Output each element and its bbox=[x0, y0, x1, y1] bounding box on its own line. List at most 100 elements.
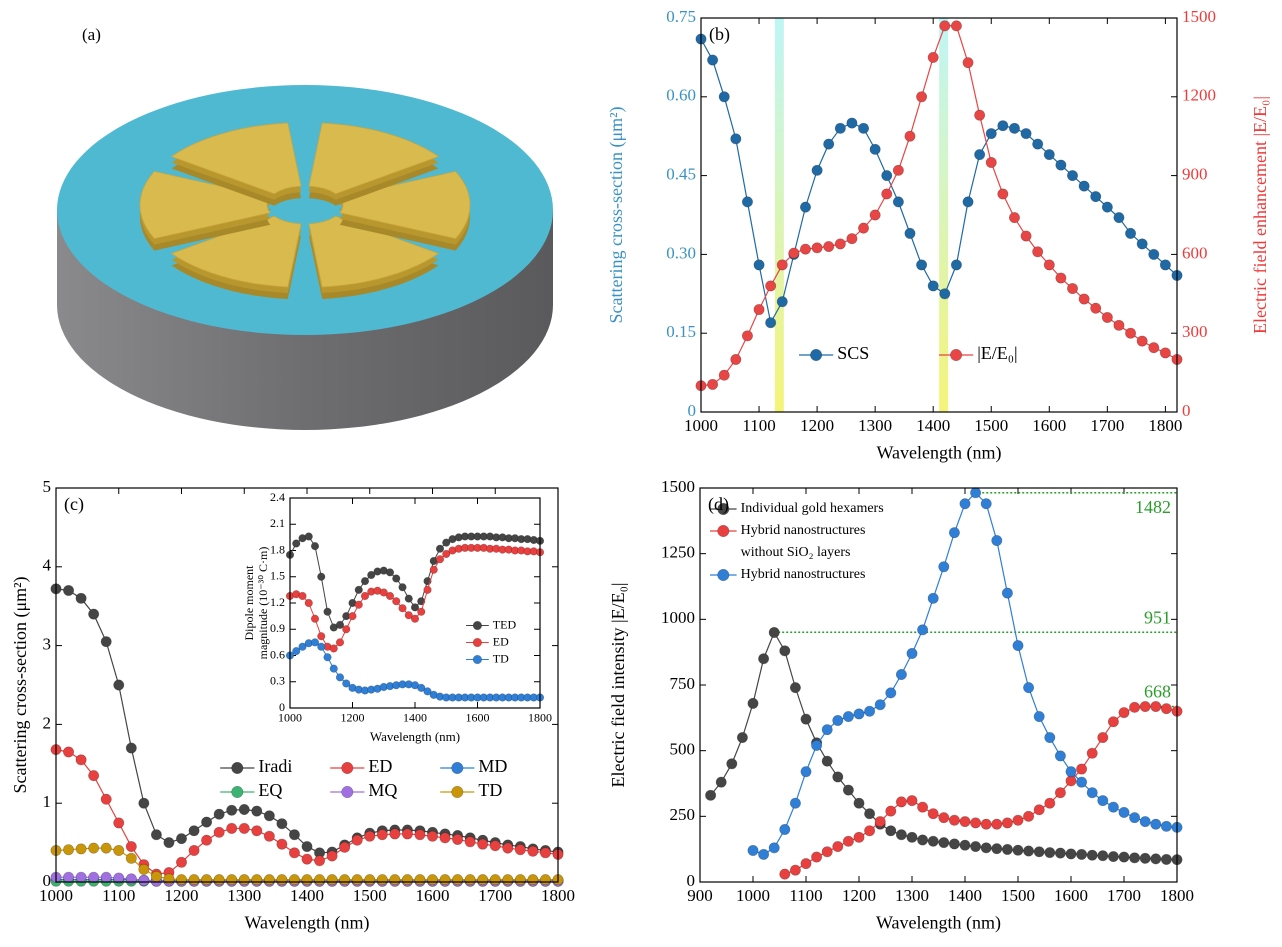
data-point bbox=[390, 874, 400, 884]
data-point bbox=[742, 331, 752, 341]
y-tick-label: 0.45 bbox=[666, 165, 696, 184]
data-point bbox=[801, 714, 811, 724]
page: {"image_panel": {"label": "(a)"}, "chart… bbox=[0, 0, 1282, 947]
data-point bbox=[833, 841, 843, 851]
data-point bbox=[1087, 748, 1097, 758]
data-point bbox=[365, 831, 375, 841]
x-tick-label: 1200 bbox=[165, 886, 199, 905]
y-tick-label: 0.3 bbox=[270, 674, 285, 688]
data-point bbox=[1055, 751, 1065, 761]
data-point bbox=[981, 499, 991, 509]
data-point bbox=[436, 545, 444, 553]
data-point bbox=[452, 834, 462, 844]
data-point bbox=[970, 818, 980, 828]
data-point bbox=[311, 615, 319, 623]
y-tick-label: 1500 bbox=[661, 477, 695, 496]
data-point bbox=[963, 57, 973, 67]
data-point bbox=[864, 706, 874, 716]
data-point bbox=[239, 804, 249, 814]
data-point bbox=[765, 317, 775, 327]
data-point bbox=[992, 843, 1002, 853]
data-point bbox=[1079, 294, 1089, 304]
y-tick-label: 2.1 bbox=[270, 516, 285, 530]
data-point bbox=[302, 854, 312, 864]
data-point bbox=[1087, 850, 1097, 860]
data-point bbox=[227, 823, 237, 833]
x-tick-label: 1800 bbox=[1148, 416, 1182, 435]
data-point bbox=[427, 831, 437, 841]
data-point bbox=[1140, 853, 1150, 863]
data-point bbox=[440, 874, 450, 884]
data-point bbox=[905, 228, 915, 238]
data-point bbox=[101, 872, 111, 882]
data-point bbox=[139, 864, 149, 874]
data-point bbox=[126, 853, 136, 863]
data-point bbox=[324, 653, 332, 661]
data-point bbox=[886, 826, 896, 836]
data-point bbox=[780, 869, 790, 879]
data-point bbox=[1149, 249, 1159, 259]
data-point bbox=[299, 592, 307, 600]
legend-label: TD bbox=[478, 780, 502, 800]
legend-symbol bbox=[473, 621, 482, 630]
data-point bbox=[858, 123, 868, 133]
data-point bbox=[151, 871, 161, 881]
data-point bbox=[314, 874, 324, 884]
data-point bbox=[940, 289, 950, 299]
data-point bbox=[1161, 703, 1171, 713]
data-point bbox=[415, 874, 425, 884]
substrate-top bbox=[57, 85, 553, 335]
data-point bbox=[916, 260, 926, 270]
data-point bbox=[822, 756, 832, 766]
data-point bbox=[896, 669, 906, 679]
legend-symbol bbox=[810, 349, 821, 360]
data-point bbox=[951, 260, 961, 270]
data-point bbox=[833, 772, 843, 782]
data-point bbox=[478, 874, 488, 884]
data-point bbox=[330, 665, 338, 673]
data-point bbox=[1032, 139, 1042, 149]
data-point bbox=[812, 165, 822, 175]
x-tick-label: 1800 bbox=[1160, 886, 1194, 905]
data-point bbox=[101, 636, 111, 646]
data-point bbox=[88, 609, 98, 619]
data-point bbox=[719, 92, 729, 102]
data-point bbox=[336, 639, 344, 647]
data-point bbox=[1108, 851, 1118, 861]
data-point bbox=[854, 798, 864, 808]
data-point bbox=[742, 197, 752, 207]
data-point bbox=[960, 840, 970, 850]
data-point bbox=[189, 874, 199, 884]
data-point bbox=[176, 833, 186, 843]
data-point bbox=[939, 812, 949, 822]
data-point bbox=[1160, 348, 1170, 358]
data-point bbox=[1009, 212, 1019, 222]
y2-tick-label: 600 bbox=[1182, 243, 1208, 262]
data-point bbox=[800, 244, 810, 254]
data-point bbox=[843, 785, 853, 795]
y-tick-label: 1 bbox=[43, 792, 52, 811]
data-point bbox=[361, 577, 369, 585]
data-point bbox=[1098, 732, 1108, 742]
data-point bbox=[882, 189, 892, 199]
data-point bbox=[1023, 682, 1033, 692]
data-point bbox=[88, 843, 98, 853]
data-point bbox=[1013, 845, 1023, 855]
data-point bbox=[737, 732, 747, 742]
data-point bbox=[727, 759, 737, 769]
data-point bbox=[114, 818, 124, 828]
data-point bbox=[949, 839, 959, 849]
data-point bbox=[917, 835, 927, 845]
data-point bbox=[731, 354, 741, 364]
y-tick-label: 3 bbox=[43, 635, 52, 654]
x-tick-label: 1500 bbox=[1001, 886, 1035, 905]
x-tick-label: 1300 bbox=[858, 416, 892, 435]
data-point bbox=[355, 586, 363, 594]
data-point bbox=[252, 874, 262, 884]
data-point bbox=[992, 535, 1002, 545]
data-point bbox=[189, 845, 199, 855]
data-point bbox=[277, 839, 287, 849]
plot-frame bbox=[701, 18, 1177, 412]
reference-label: 1482 bbox=[1135, 497, 1171, 517]
data-point bbox=[1045, 732, 1055, 742]
